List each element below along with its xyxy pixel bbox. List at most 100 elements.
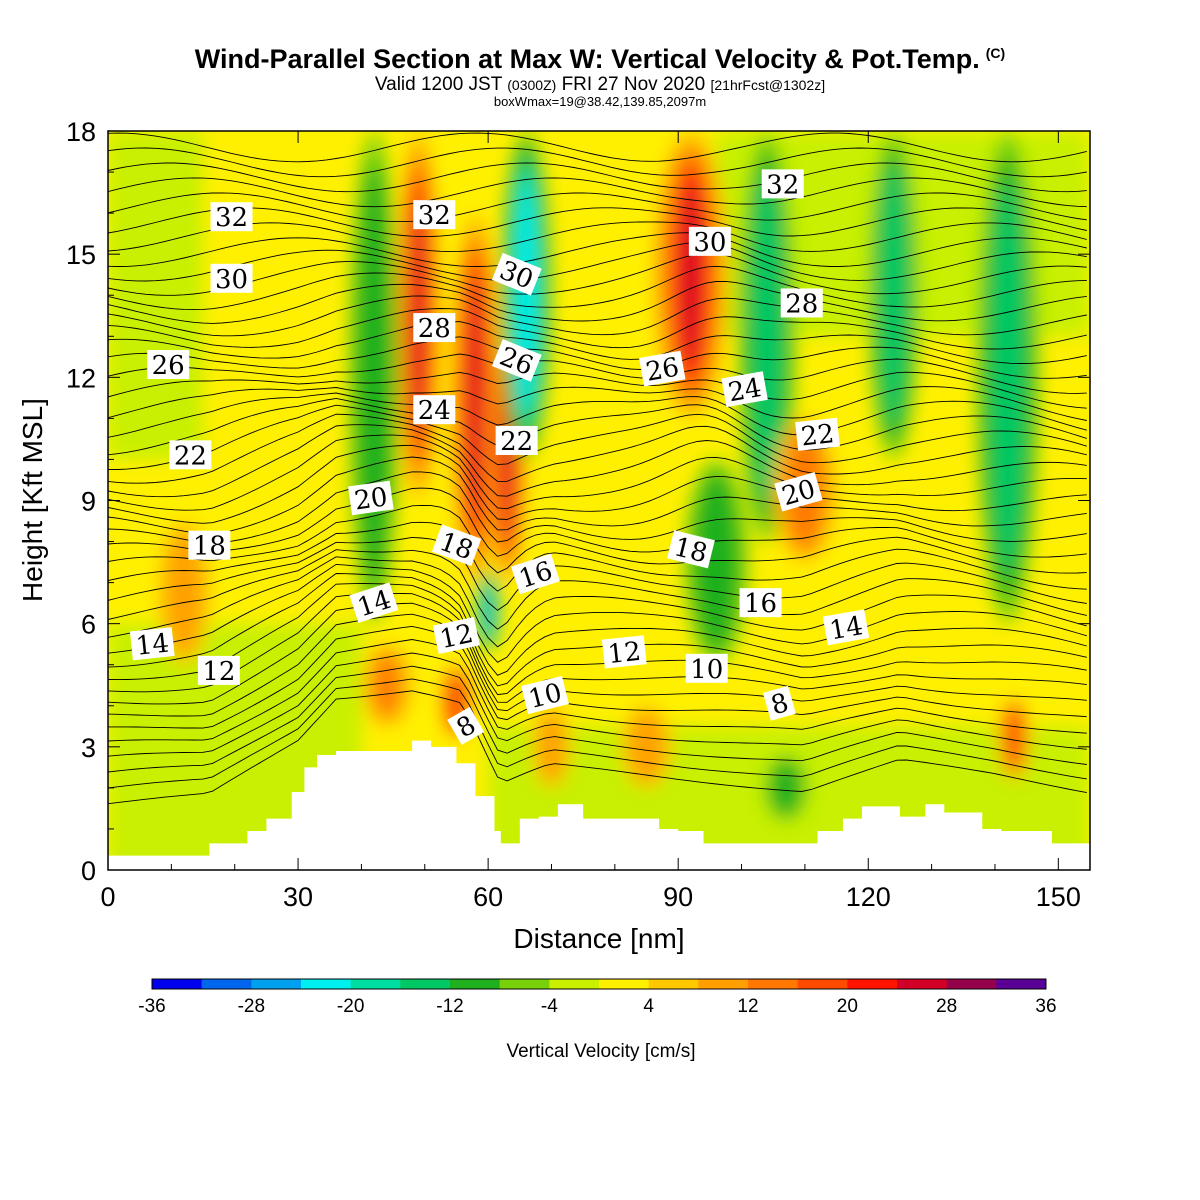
isentrope-line xyxy=(108,444,1087,524)
colorbar-swatch xyxy=(400,979,451,989)
isentrope-label: 24 xyxy=(721,371,768,408)
colorbar-tick-label: 28 xyxy=(936,996,957,1017)
isentrope-label-box xyxy=(761,169,804,199)
isentrope-line xyxy=(108,221,1087,253)
isentrope-label-box xyxy=(721,371,768,408)
velocity-contour-band xyxy=(885,180,903,411)
isentrope-line xyxy=(108,456,1087,535)
isentrope-label-box xyxy=(348,480,394,516)
isentrope-label-box xyxy=(413,395,456,425)
isentrope-label-text: 24 xyxy=(726,373,764,408)
isentrope-label: 32 xyxy=(761,169,804,200)
colorbar-swatch xyxy=(499,979,550,989)
isentrope-label-text: 14 xyxy=(827,611,865,646)
isentrope-label: 22 xyxy=(795,417,840,452)
velocity-cell xyxy=(975,131,1040,624)
isentrope-label: 22 xyxy=(495,425,538,457)
velocity-cell xyxy=(621,705,672,788)
x-tick-label: 60 xyxy=(473,882,503,912)
isentrope-label-text: 14 xyxy=(134,629,170,662)
isentrope-label-box xyxy=(822,609,870,646)
isentrope-line xyxy=(108,308,1087,350)
isentrope-line xyxy=(108,397,1087,456)
isentrope-line xyxy=(108,295,1087,337)
isentrope-line xyxy=(108,192,1087,223)
y-tick-label: 15 xyxy=(66,240,96,270)
valid-time-utc: (0300Z) xyxy=(507,77,557,93)
colorbar-swatch xyxy=(549,979,600,989)
potential-temperature-contours xyxy=(108,132,1087,805)
isentrope-line xyxy=(108,147,1087,178)
isentrope-line xyxy=(108,471,1087,545)
velocity-contour-band xyxy=(702,485,730,639)
isentrope-line xyxy=(108,392,1087,438)
isentrope-label: 14 xyxy=(822,609,870,646)
valid-date: FRI 27 Nov 2020 xyxy=(561,74,706,95)
colorbar-swatch xyxy=(301,979,352,989)
colorbar-swatch xyxy=(152,979,203,989)
isentrope-label-box xyxy=(432,616,480,655)
isentrope-line xyxy=(108,132,1087,163)
axes: 0 30 60 90 120 150 0 3 6 9 12 15 18 xyxy=(66,117,1090,912)
isentrope-line xyxy=(108,413,1087,484)
isentrope-label-text: 22 xyxy=(174,441,207,471)
isentrope-label-box xyxy=(147,350,190,380)
isentrope-line xyxy=(108,353,1087,394)
isentrope-label: 16 xyxy=(739,588,782,619)
isentrope-line xyxy=(108,602,1087,705)
colorbar-swatch xyxy=(847,979,898,989)
colorbar-swatch xyxy=(648,979,699,989)
velocity-contour-band xyxy=(997,204,1019,550)
isentrope-line xyxy=(108,652,1087,757)
colorbar: -36 -28 -20 -12 -4 4 12 20 28 36 xyxy=(138,978,1057,1017)
isentrope-line xyxy=(108,177,1087,208)
velocity-cell xyxy=(652,131,729,419)
chart-title: Wind-Parallel Section at Max W: Vertical… xyxy=(0,44,1200,75)
y-tick-label: 9 xyxy=(81,487,96,517)
y-axis-label: Height [Kft MSL] xyxy=(17,398,48,602)
colorbar-tick-label: -20 xyxy=(337,996,364,1017)
velocity-cell xyxy=(348,131,400,624)
velocity-contour-band xyxy=(1009,711,1019,767)
isentrope-label-text: 32 xyxy=(766,170,799,200)
colorbar-tick-label: 4 xyxy=(643,996,654,1017)
isentrope-label: 26 xyxy=(639,350,686,388)
velocity-cell xyxy=(361,644,413,727)
isentrope-line xyxy=(108,265,1087,311)
isentrope-label: 32 xyxy=(413,200,456,231)
y-tick-label: 6 xyxy=(81,610,96,640)
isentrope-label-box xyxy=(169,440,212,470)
velocity-contour-band xyxy=(469,277,482,519)
colorbar-tick-label: -12 xyxy=(436,996,463,1017)
isentrope-label-text: 30 xyxy=(215,265,248,295)
box-max-note: boxWmax=19@38.42,139.85,2097m xyxy=(493,94,707,109)
isentrope-label-text: 26 xyxy=(152,351,185,381)
isentrope-label: 30 xyxy=(210,263,253,295)
isentrope-line xyxy=(108,252,1087,296)
colorbar-frame xyxy=(151,978,1047,990)
colorbar-tick-label: -4 xyxy=(541,996,558,1017)
isentrope-label-box xyxy=(413,200,456,230)
isentrope-label-box xyxy=(491,252,542,296)
isentrope-label: 12 xyxy=(432,616,480,655)
isentrope-label: 28 xyxy=(780,288,823,319)
isentrope-label-box xyxy=(210,202,253,232)
isentrope-label: 20 xyxy=(348,480,394,517)
velocity-cell xyxy=(476,570,500,653)
isentrope-line xyxy=(108,625,1087,729)
colorbar-swatch xyxy=(946,979,997,989)
isentrope-label-box xyxy=(685,653,728,683)
isentrope-label-text: 26 xyxy=(644,352,682,387)
isentrope-label-box xyxy=(639,350,686,387)
colorbar-tick-label: 36 xyxy=(1035,996,1056,1017)
isentrope-line xyxy=(108,583,1087,687)
isentrope-line xyxy=(108,434,1087,511)
isentrope-label-text: 24 xyxy=(418,396,451,426)
isentrope-label: 12 xyxy=(601,635,647,670)
velocity-contour-band xyxy=(502,378,512,540)
colorbar-swatch xyxy=(797,979,848,989)
velocity-contour-band xyxy=(485,584,492,639)
isentrope-line xyxy=(108,556,1087,648)
isentrope-label-text: 30 xyxy=(693,228,726,258)
isentrope-label-text: 18 xyxy=(193,532,226,562)
